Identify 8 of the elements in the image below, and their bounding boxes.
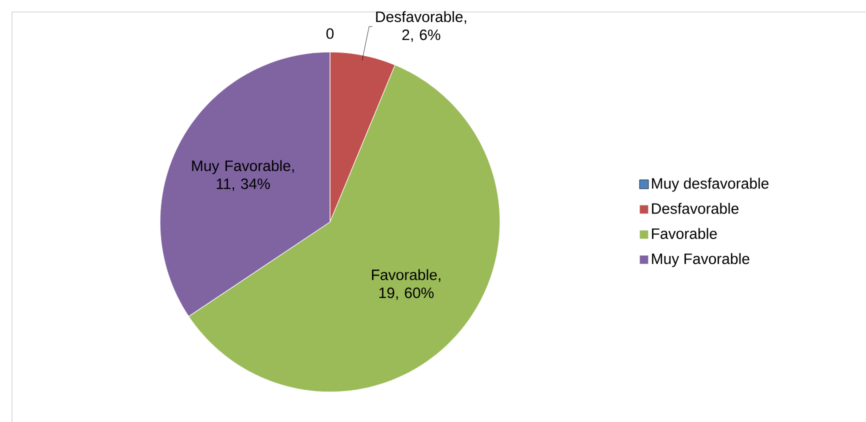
legend-label: Desfavorable bbox=[652, 202, 738, 214]
legend-label: Favorable bbox=[652, 228, 717, 239]
legend-label: Muy desfavorable bbox=[652, 178, 768, 192]
text: 0 bbox=[326, 28, 334, 39]
data-label: Muy Favorable, 11, 34% bbox=[192, 160, 294, 191]
legend-label: Muy Favorable bbox=[652, 253, 750, 268]
data-label: Favorable, 19, 60% bbox=[372, 269, 440, 300]
data-label: Desfavorable, 2, 6% bbox=[376, 11, 466, 42]
